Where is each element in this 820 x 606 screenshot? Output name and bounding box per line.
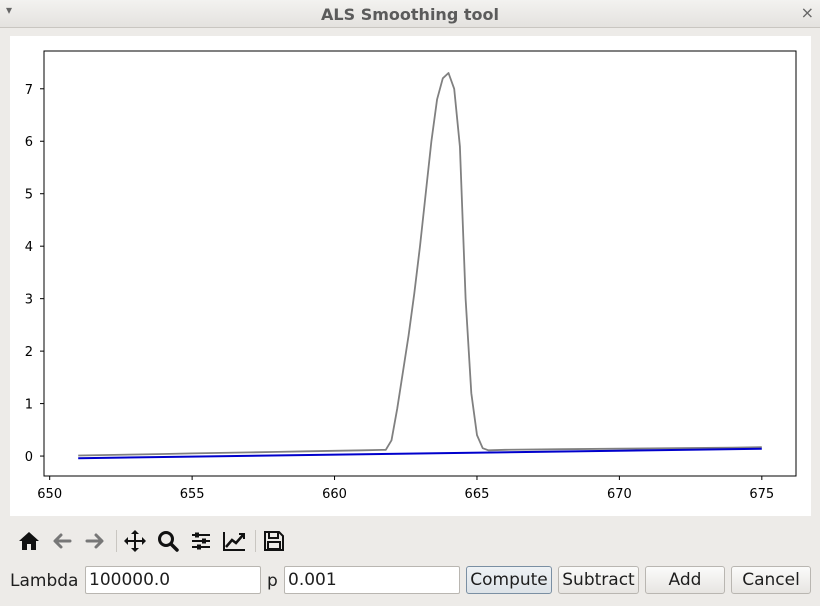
pan-icon[interactable] [120, 526, 150, 556]
compute-button[interactable]: Compute [466, 566, 552, 594]
plot-canvas[interactable]: 650 655 660 665 670 675 0 1 2 3 4 5 6 7 [10, 36, 811, 516]
baseline-series-line [78, 447, 762, 460]
axes-frame [43, 50, 797, 477]
y-tick-label: 7 [25, 83, 33, 98]
close-icon[interactable]: × [800, 3, 814, 22]
als-chart: 650 655 660 665 670 675 0 1 2 3 4 5 6 7 [25, 50, 797, 502]
y-tick-label: 5 [25, 188, 33, 203]
y-tick-label: 0 [25, 450, 33, 465]
edit-axis-icon[interactable] [219, 526, 249, 556]
cancel-button[interactable]: Cancel [731, 566, 811, 594]
toolbar-separator [116, 530, 117, 552]
y-tick-label: 3 [25, 293, 33, 308]
back-arrow-icon[interactable] [47, 526, 77, 556]
smoothing-controls: Lambda p Compute Subtract Add Cancel [0, 566, 820, 596]
lambda-input[interactable] [85, 566, 261, 594]
y-tick-label: 2 [25, 345, 33, 360]
x-tick-label: 665 [465, 487, 490, 502]
forward-arrow-icon[interactable] [80, 526, 110, 556]
title-bar: ▾ ALS Smoothing tool × [0, 0, 820, 28]
y-tick-label: 6 [25, 135, 33, 150]
lambda-label: Lambda [10, 571, 79, 591]
toolbar-separator [255, 530, 256, 552]
x-tick-label: 660 [322, 487, 347, 502]
save-icon[interactable] [259, 526, 289, 556]
chevron-down-icon[interactable]: ▾ [6, 3, 13, 17]
zoom-icon[interactable] [153, 526, 183, 556]
x-tick-label: 655 [180, 487, 205, 502]
configure-subplots-icon[interactable] [186, 526, 216, 556]
subtract-button[interactable]: Subtract [558, 566, 639, 594]
y-tick-label: 4 [25, 240, 33, 255]
home-icon[interactable] [14, 526, 44, 556]
add-button[interactable]: Add [645, 566, 725, 594]
x-tick-label: 650 [37, 487, 62, 502]
window-title: ALS Smoothing tool [321, 5, 499, 24]
x-tick-label: 675 [749, 487, 774, 502]
y-tick-label: 1 [25, 398, 33, 413]
p-input[interactable] [284, 566, 460, 594]
data-series-line [78, 72, 762, 457]
p-label: p [267, 571, 278, 591]
x-tick-label: 670 [607, 487, 632, 502]
